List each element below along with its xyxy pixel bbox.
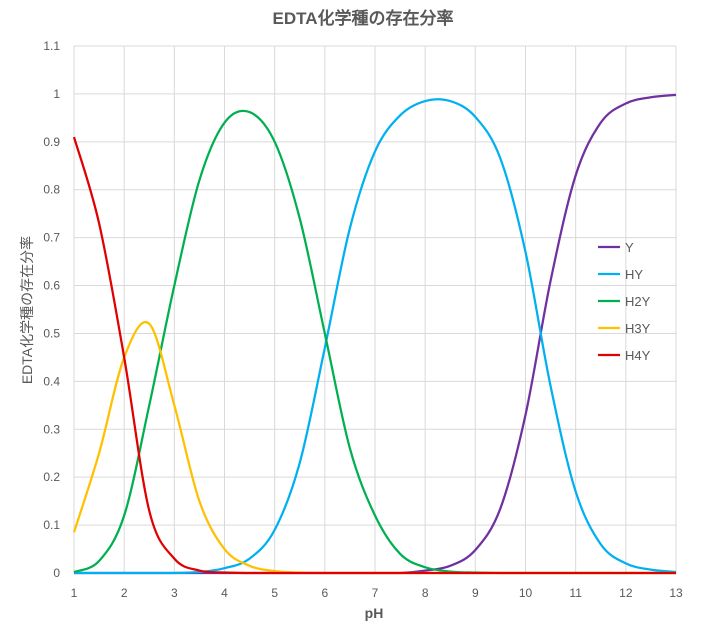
x-tick-label: 3 [171, 586, 178, 600]
y-tick-label: 0.7 [43, 231, 60, 245]
legend-label: H2Y [625, 294, 651, 309]
legend-label: HY [625, 267, 643, 282]
y-tick-label: 0.8 [43, 183, 60, 197]
legend-item-h2y: H2Y [598, 294, 651, 309]
axes: 00.10.20.30.40.50.60.70.80.911.11 2 3 4 5 6 7 8… [43, 39, 683, 600]
legend-item-h4y: H4Y [598, 348, 651, 363]
x-tick-label: 10 [519, 586, 533, 600]
legend-item-hy: HY [598, 267, 643, 282]
legend-item-h3y: H3Y [598, 321, 651, 336]
y-tick-label: 0.1 [43, 518, 60, 532]
x-tick-label: 9 [472, 586, 479, 600]
y-axis-title: EDTA化学種の存在分率 [19, 236, 35, 384]
series-line-hy [73, 98, 677, 575]
x-tick-label: 5 [271, 586, 278, 600]
x-tick-label: 12 [619, 586, 633, 600]
legend-label: H4Y [625, 348, 651, 363]
y-tick-label: 0.2 [43, 470, 60, 484]
series-line-h4y [72, 136, 676, 575]
legend: Y HY H2Y H3Y H4Y [598, 240, 651, 363]
x-tick-label: 6 [321, 586, 328, 600]
x-tick-label: 7 [372, 586, 379, 600]
y-tick-label: 0.4 [43, 374, 60, 388]
y-tick-label: 0 [53, 566, 60, 580]
x-tick-label: 13 [669, 586, 683, 600]
legend-item-y: Y [598, 240, 634, 255]
chart-title: EDTA化学種の存在分率 [272, 8, 453, 28]
y-tick-label: 0.3 [43, 422, 60, 436]
x-tick-label: 11 [569, 586, 582, 600]
legend-label: Y [625, 240, 634, 255]
gridlines [73, 45, 677, 574]
x-axis-title: pH [365, 605, 384, 621]
y-tick-label: 0.9 [43, 135, 60, 149]
series-lines [72, 93, 677, 575]
y-tick-label: 0.5 [43, 326, 60, 340]
y-tick-label: 0.6 [43, 279, 60, 293]
x-tick-label: 1 [71, 586, 78, 600]
x-tick-label: 4 [221, 586, 228, 600]
y-tick-label: 1 [53, 87, 60, 101]
y-tick-label: 1.1 [43, 39, 60, 53]
legend-label: H3Y [625, 321, 651, 336]
x-tick-label: 8 [422, 586, 429, 600]
x-tick-label: 2 [121, 586, 128, 600]
